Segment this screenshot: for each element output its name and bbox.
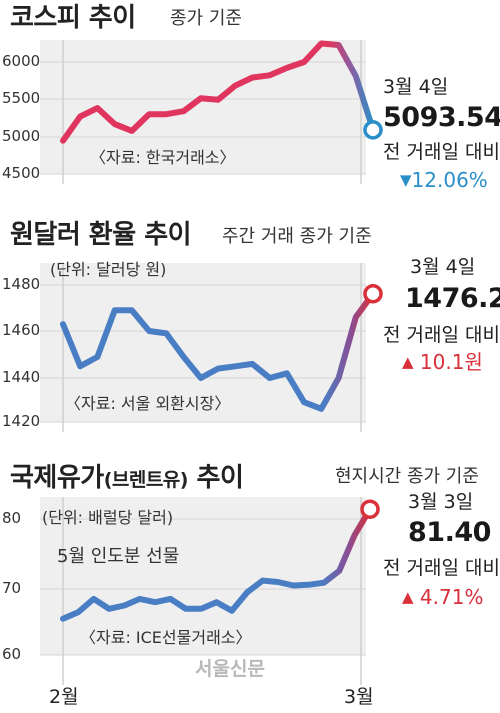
fx-latest-date: 3월 4일 — [410, 256, 476, 278]
latest-point-marker — [363, 283, 383, 304]
series-line — [60, 290, 376, 412]
y-tick-label: 6000 — [2, 52, 41, 70]
kospi-compare-label: 전 거래일 대비 — [383, 141, 500, 163]
series-line — [60, 506, 373, 622]
fx-source-note: 〈자료: 서울 외환시장〉 — [65, 394, 231, 413]
y-tick-label: 1440 — [2, 368, 41, 386]
x-tick-label-mar: 3월 — [344, 686, 374, 708]
y-tick-label: 5000 — [2, 127, 41, 145]
y-tick-label: 4500 — [2, 164, 41, 182]
y-tick-label: 1480 — [2, 275, 41, 293]
up-triangle-icon: ▲ — [402, 353, 414, 371]
down-triangle-icon: ▼ — [400, 171, 412, 189]
oil-title-tail: 추이 — [196, 463, 244, 493]
oil-title-paren: (브렌트유) — [103, 469, 189, 491]
oil-compare-label: 전 거래일 대비 — [383, 557, 500, 579]
fx-change: ▲ 10.1원 — [402, 352, 483, 372]
publisher-watermark: 서울신문 — [195, 658, 265, 680]
oil-latest-value: 81.40 — [408, 517, 491, 548]
kospi-change-value: 12.06% — [411, 168, 488, 192]
kospi-change: ▼12.06% — [400, 170, 488, 190]
oil-change-value: 4.71% — [419, 585, 484, 609]
y-tick-label: 60 — [2, 645, 22, 663]
fx-change-value: 10.1원 — [419, 350, 483, 374]
oil-series-note: 5월 인도분 선물 — [57, 546, 180, 567]
latest-point-marker — [360, 499, 380, 519]
x-tick-label-feb: 2월 — [49, 686, 79, 708]
kospi-latest-value: 5093.54 — [383, 102, 500, 133]
up-triangle-icon: ▲ — [402, 588, 414, 606]
kospi-subtitle: 종가 기준 — [170, 8, 242, 29]
latest-point-marker — [363, 120, 383, 140]
y-tick-label: 1460 — [2, 321, 41, 339]
oil-source-note: 〈자료: ICE선물거래소〉 — [80, 628, 252, 647]
fx-compare-label: 전 거래일 대비 — [383, 324, 500, 346]
kospi-title: 코스피 추이 — [10, 3, 136, 33]
fx-title: 원달러 환율 추이 — [10, 220, 192, 250]
series-line — [60, 40, 376, 144]
fx-unit-note: (단위: 달러당 원) — [50, 260, 167, 279]
kospi-source-note: 〈자료: 한국거래소〉 — [90, 148, 236, 167]
y-tick-label: 1420 — [2, 412, 41, 430]
oil-change: ▲ 4.71% — [402, 587, 483, 607]
oil-title: 국제유가(브렌트유) 추이 — [10, 463, 244, 493]
kospi-latest-date: 3월 4일 — [383, 76, 449, 98]
oil-subtitle: 현지시간 종가 기준 — [335, 466, 479, 487]
y-tick-label: 5500 — [2, 89, 41, 107]
oil-unit-note: (단위: 배럴당 달러) — [42, 508, 174, 527]
plot-background — [40, 497, 366, 655]
oil-latest-date: 3월 3일 — [408, 491, 474, 513]
y-tick-label: 80 — [2, 509, 22, 527]
fx-subtitle: 주간 거래 종가 기준 — [222, 226, 372, 247]
fx-latest-value: 1476.2 — [405, 283, 500, 314]
plot-background — [40, 263, 366, 422]
oil-title-main: 국제유가 — [10, 463, 104, 493]
y-tick-label: 70 — [2, 579, 22, 597]
